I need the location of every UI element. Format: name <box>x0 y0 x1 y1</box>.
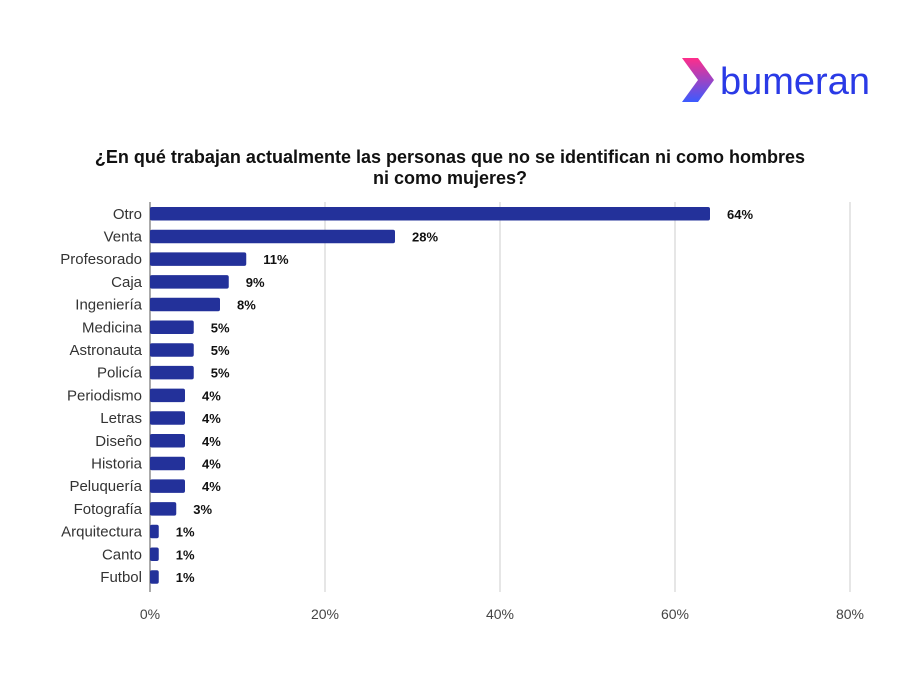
bar <box>150 207 710 221</box>
category-label: Ingeniería <box>75 297 142 314</box>
bar <box>150 229 395 244</box>
bumeran-logo: bumeran <box>676 52 886 112</box>
value-label: 5% <box>211 343 230 358</box>
bar <box>150 456 185 471</box>
category-label: Fotografía <box>74 501 143 518</box>
category-label: Caja <box>111 274 143 291</box>
category-label: Diseño <box>95 433 142 450</box>
bar <box>150 502 177 516</box>
chart-title: ¿En qué trabajan actualmente las persona… <box>94 147 806 188</box>
value-label: 4% <box>202 434 221 449</box>
x-tick-label: 20% <box>311 606 339 622</box>
bar <box>150 297 220 312</box>
value-label: 1% <box>176 547 195 562</box>
bar <box>150 365 194 380</box>
bar <box>150 524 159 539</box>
category-label: Periodismo <box>67 387 142 404</box>
value-label: 28% <box>412 229 438 244</box>
value-label: 5% <box>211 366 230 381</box>
x-tick-label: 80% <box>836 606 864 622</box>
value-label: 9% <box>246 275 265 290</box>
category-label: Otro <box>113 206 142 223</box>
x-tick-label: 40% <box>486 606 514 622</box>
category-label: Venta <box>104 228 143 245</box>
value-label: 4% <box>202 388 221 403</box>
bar <box>150 547 159 561</box>
category-label: Arquitectura <box>61 524 143 541</box>
category-label: Profesorado <box>60 251 142 268</box>
category-label: Letras <box>100 410 142 427</box>
value-label: 11% <box>263 252 289 267</box>
value-label: 1% <box>176 525 195 540</box>
bar <box>150 320 194 334</box>
value-label: 8% <box>237 298 256 313</box>
category-label: Canto <box>102 546 142 563</box>
category-label: Astronauta <box>69 342 142 359</box>
bar <box>150 388 185 403</box>
x-tick-label: 0% <box>140 606 160 622</box>
bar <box>150 252 247 266</box>
x-tick-label: 60% <box>661 606 689 622</box>
category-label: Historia <box>91 455 143 472</box>
logo-wordmark: bumeran <box>720 61 870 103</box>
value-label: 5% <box>211 320 230 335</box>
category-label: Peluquería <box>69 478 142 495</box>
bar <box>150 275 229 289</box>
bar <box>150 434 185 448</box>
bar <box>150 570 159 584</box>
bar <box>150 479 185 493</box>
value-label: 4% <box>202 411 221 426</box>
value-label: 3% <box>193 502 212 517</box>
bar <box>150 343 194 357</box>
category-label: Policía <box>97 365 143 382</box>
bar <box>150 411 185 425</box>
chevron-icon <box>682 58 714 102</box>
value-label: 64% <box>727 207 753 222</box>
category-label: Medicina <box>82 319 143 336</box>
value-label: 1% <box>176 570 195 585</box>
category-label: Futbol <box>100 569 142 586</box>
value-label: 4% <box>202 479 221 494</box>
value-label: 4% <box>202 456 221 471</box>
